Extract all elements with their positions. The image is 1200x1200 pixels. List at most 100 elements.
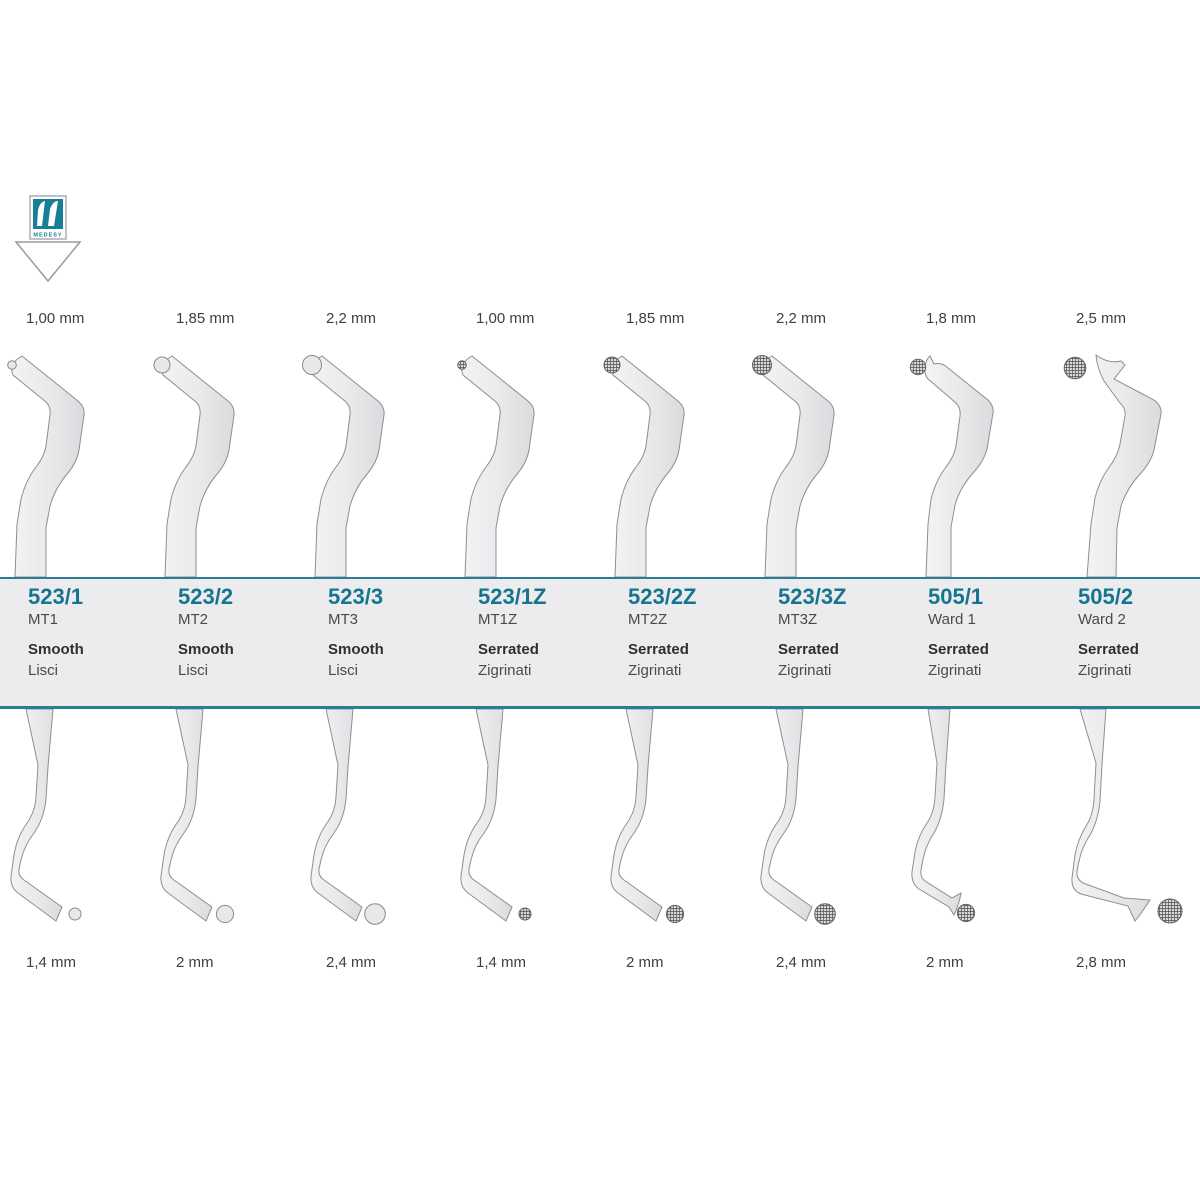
tip-size-bottom: 2 mm — [926, 954, 964, 971]
serrated-tip-icon — [518, 907, 532, 921]
tip-size-top: 1,00 mm — [476, 310, 535, 327]
finish-italian: Zigrinati — [478, 662, 532, 680]
finish-english: Serrated — [478, 641, 539, 659]
finish-english: Smooth — [178, 641, 234, 659]
tip-size-bottom: 1,4 mm — [26, 954, 77, 971]
product-code: 523/1Z — [478, 584, 547, 609]
instrument-shaft — [1071, 709, 1151, 922]
instrument-shaft — [1086, 353, 1162, 577]
instrument-top-illustration — [603, 355, 685, 577]
product-code: 505/1 — [928, 584, 984, 609]
serrated-tip-icon — [814, 903, 836, 925]
finish-english: Smooth — [28, 641, 84, 659]
bottom-instruments-row — [0, 709, 1200, 938]
tip-size-bottom: 2 mm — [626, 954, 664, 971]
instrument-shaft — [11, 355, 85, 577]
variant-name: Ward 2 — [1078, 611, 1126, 629]
finish-italian: Zigrinati — [928, 662, 982, 680]
instrument-bottom-illustration — [610, 709, 685, 924]
finish-italian: Zigrinati — [628, 662, 682, 680]
instrument-bottom-illustration — [10, 709, 82, 922]
smooth-tip-icon — [7, 360, 17, 370]
serrated-tip-icon — [1157, 898, 1183, 924]
smooth-tip-icon — [302, 355, 322, 375]
smooth-tip-icon — [215, 904, 235, 924]
product-info: 523/2Z MT2Z Serrated Zigrinati — [600, 585, 750, 679]
serrated-tip-icon — [457, 360, 467, 370]
product-code: 523/1 — [28, 584, 84, 609]
finish-italian: Zigrinati — [1078, 662, 1132, 680]
serrated-tip-icon — [603, 356, 621, 374]
instrument-shaft — [610, 709, 663, 922]
tip-size-top: 1,85 mm — [626, 310, 685, 327]
smooth-tip-icon — [68, 907, 82, 921]
instrument-top-illustration — [302, 355, 385, 577]
instrument-shaft — [760, 709, 813, 922]
finish-italian: Lisci — [178, 662, 209, 680]
product-info: 505/2 Ward 2 Serrated Zigrinati — [1050, 585, 1200, 679]
bottom-sizes-row: 1,4 mm 2 mm 2,4 mm 1,4 mm 2 mm 2,4 mm 2 mm 2,8 … — [0, 954, 1200, 971]
variant-name: MT2 — [178, 611, 208, 629]
instrument-shaft — [461, 355, 535, 577]
variant-name: MT2Z — [628, 611, 668, 629]
medesy-logo-icon: MEDESY — [14, 195, 82, 283]
product-info: 523/3 MT3 Smooth Lisci — [300, 585, 450, 679]
instrument-top-illustration — [153, 355, 235, 577]
tip-size-bottom: 2,8 mm — [1076, 954, 1127, 971]
instrument-top-illustration — [457, 355, 535, 577]
tip-size-bottom: 2 mm — [176, 954, 214, 971]
instrument-shaft — [310, 709, 363, 922]
brand-logo: MEDESY — [12, 194, 96, 290]
instrument-shaft — [761, 355, 835, 577]
instrument-bottom-illustration — [460, 709, 532, 922]
smooth-tip-icon — [153, 356, 171, 374]
instrument-shaft — [611, 355, 685, 577]
product-info-row: 523/1 MT1 Smooth Lisci 523/2 MT2 Smooth Lisci 52… — [0, 585, 1200, 679]
instrument-shaft — [160, 709, 213, 922]
top-sizes-row: 1,00 mm 1,85 mm 2,2 mm 1,00 mm 1,85 mm 2,2 mm… — [0, 310, 1200, 327]
serrated-tip-icon — [909, 358, 927, 376]
product-info: 523/1Z MT1Z Serrated Zigrinati — [450, 585, 600, 679]
instrument-bottom-illustration — [160, 709, 235, 924]
finish-english: Serrated — [928, 641, 989, 659]
variant-name: MT1Z — [478, 611, 518, 629]
serrated-tip-icon — [752, 355, 772, 375]
finish-english: Serrated — [1078, 641, 1139, 659]
tip-size-top: 1,85 mm — [176, 310, 235, 327]
product-info: 523/2 MT2 Smooth Lisci — [150, 585, 300, 679]
instrument-bottom-illustration — [760, 709, 836, 925]
instrument-shaft — [311, 355, 385, 577]
product-info: 523/1 MT1 Smooth Lisci — [0, 585, 150, 679]
product-info: 523/3Z MT3Z Serrated Zigrinati — [750, 585, 900, 679]
instrument-shaft — [460, 709, 513, 922]
tip-size-top: 2,5 mm — [1076, 310, 1127, 327]
variant-name: MT1 — [28, 611, 58, 629]
instrument-bottom-illustration — [310, 709, 386, 925]
product-code: 523/3 — [328, 584, 384, 609]
tip-size-top: 2,2 mm — [776, 310, 827, 327]
instrument-top-illustration — [752, 355, 835, 577]
finish-english: Serrated — [628, 641, 689, 659]
serrated-tip-icon — [1063, 356, 1087, 380]
tip-size-top: 2,2 mm — [326, 310, 377, 327]
variant-name: MT3Z — [778, 611, 818, 629]
tip-size-bottom: 2,4 mm — [776, 954, 827, 971]
variant-name: MT3 — [328, 611, 358, 629]
top-instruments-row — [0, 348, 1200, 577]
finish-english: Smooth — [328, 641, 384, 659]
smooth-tip-icon — [364, 903, 386, 925]
product-code: 523/2 — [178, 584, 234, 609]
product-code: 523/3Z — [778, 584, 847, 609]
serrated-tip-icon — [956, 903, 976, 923]
instrument-top-illustration — [1063, 353, 1162, 577]
product-code: 505/2 — [1078, 584, 1134, 609]
brand-name: MEDESY — [33, 233, 62, 239]
tip-size-bottom: 2,4 mm — [326, 954, 377, 971]
variant-name: Ward 1 — [928, 611, 976, 629]
instrument-top-illustration — [7, 355, 85, 577]
serrated-tip-icon — [665, 904, 685, 924]
finish-italian: Lisci — [28, 662, 59, 680]
instrument-shaft — [911, 709, 962, 917]
tip-size-top: 1,8 mm — [926, 310, 977, 327]
